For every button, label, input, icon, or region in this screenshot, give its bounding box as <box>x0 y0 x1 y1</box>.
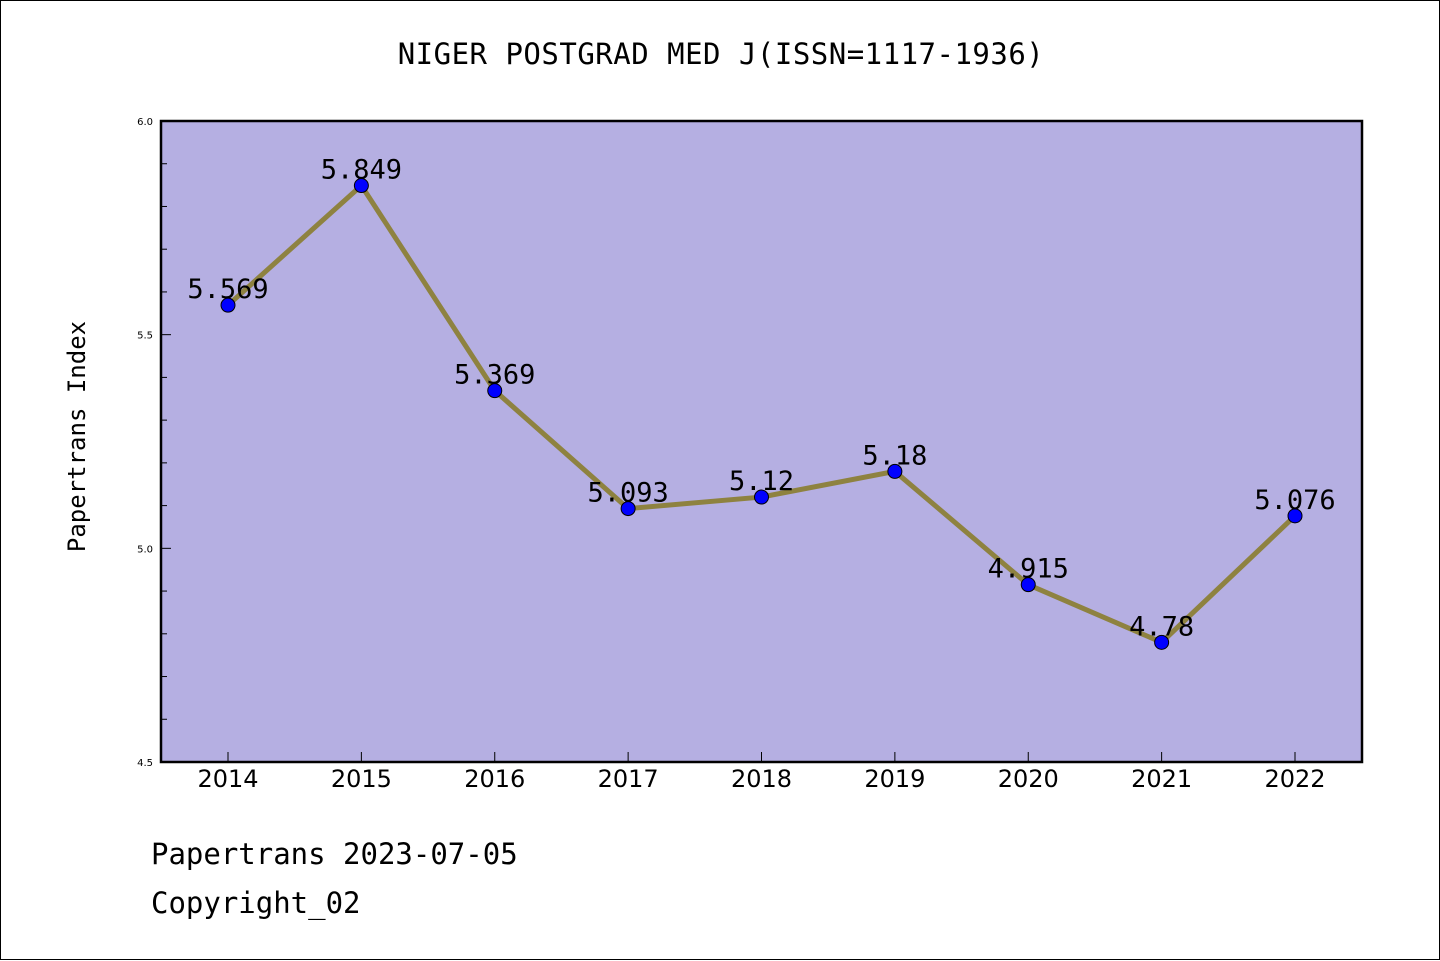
series-markers <box>220 178 1303 650</box>
data-point <box>754 489 769 505</box>
x-tick-label: 2015 <box>331 765 392 793</box>
footer-date: Papertrans 2023-07-05 <box>151 837 518 871</box>
y-tick-label: 6.0 <box>137 117 153 128</box>
data-point <box>487 383 503 399</box>
data-point <box>887 463 903 479</box>
data-labels: 5.569 5.849 5.369 5.093 5.12 5.18 4.915 4.78 5.0… <box>187 155 1335 643</box>
x-axis: 2014 2015 2016 2017 2018 2019 2020 2021 2022 <box>197 752 1326 793</box>
data-point <box>353 178 369 194</box>
data-point <box>220 297 236 313</box>
data-label: 4.915 <box>988 554 1069 585</box>
y-axis-label: Papertrans Index <box>63 321 91 552</box>
x-tick-label: 2016 <box>464 765 525 793</box>
data-label: 5.12 <box>729 466 794 497</box>
data-point <box>1020 577 1036 593</box>
data-label: 5.076 <box>1254 485 1335 516</box>
data-label: 4.78 <box>1129 611 1194 642</box>
x-tick-label: 2018 <box>731 765 792 793</box>
x-tick-label: 2019 <box>864 765 925 793</box>
data-label: 5.18 <box>862 440 927 471</box>
data-label: 5.369 <box>454 360 535 391</box>
chart-title: NIGER POSTGRAD MED J(ISSN=1117-1936) <box>397 37 1045 71</box>
y-tick-label: 4.5 <box>137 758 153 769</box>
data-label: 5.569 <box>187 274 268 305</box>
x-tick-label: 2014 <box>197 765 258 793</box>
data-label: 5.093 <box>587 478 668 509</box>
plot-area <box>161 121 1362 762</box>
x-tick-label: 2022 <box>1264 765 1325 793</box>
data-point <box>1154 634 1170 650</box>
y-tick-label: 5.5 <box>137 331 153 342</box>
x-tick-label: 2020 <box>998 765 1059 793</box>
x-tick-label: 2021 <box>1131 765 1192 793</box>
data-label: 5.849 <box>321 155 402 186</box>
data-point <box>1287 508 1303 524</box>
y-tick-label: 5.0 <box>137 544 153 555</box>
footer-copyright: Copyright_02 <box>151 886 361 920</box>
plot-border <box>159 119 1364 764</box>
x-tick-label: 2017 <box>598 765 659 793</box>
data-point <box>620 501 636 517</box>
